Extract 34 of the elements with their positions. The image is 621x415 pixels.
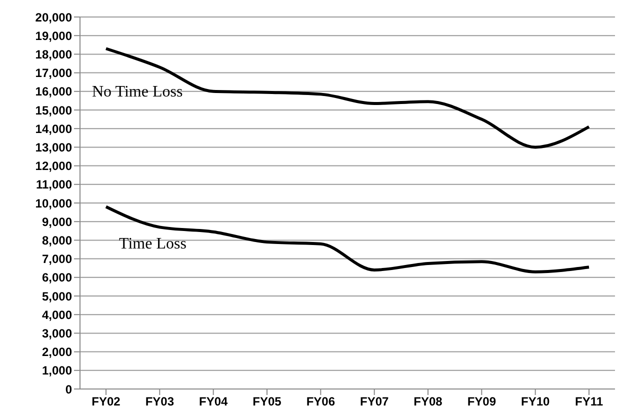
x-tick-label: FY06 [306,394,336,409]
line-series [104,205,590,274]
y-tick-label: 17,000 [35,66,72,80]
y-tick-label: 19,000 [35,28,72,43]
x-tick-label: FY11 [574,394,604,409]
y-tick-label: 18,000 [35,47,72,62]
x-tick-label: FY07 [360,394,389,409]
y-tick-label: 16,000 [35,84,72,99]
y-tick-label: 1,000 [42,364,72,378]
y-tick-label: 2,000 [42,345,72,360]
y-tick-label: 5,000 [42,289,72,304]
x-tick-label: FY10 [520,394,550,409]
x-tick-label: FY09 [467,394,496,409]
y-tick-label: 12,000 [35,159,72,174]
series-label: Time Loss [119,236,186,253]
y-tick-label: 14,000 [35,122,72,136]
y-tick-label: 15,000 [35,103,72,118]
y-tick-label: 8,000 [42,233,72,248]
y-tick-label: 9,000 [42,214,72,229]
y-tick-label: 4,000 [42,308,72,322]
x-tick-label: FY08 [414,394,443,409]
y-tick-label: 7,000 [42,252,72,266]
y-tick-label: 3,000 [42,326,72,340]
x-tick-label: FY03 [145,394,174,409]
y-tick-label: 0 [65,382,72,396]
y-tick-label: 6,000 [42,270,72,285]
series-label: No Time Loss [92,84,183,101]
y-tick-label: 20,000 [35,10,72,24]
x-tick-label: FY05 [252,394,282,409]
x-tick-label: FY02 [92,394,121,409]
y-tick-label: 11,000 [36,178,72,192]
y-tick-label: 13,000 [35,140,72,154]
x-tick-label: FY04 [198,394,228,409]
y-tick-label: 10,000 [35,196,72,210]
